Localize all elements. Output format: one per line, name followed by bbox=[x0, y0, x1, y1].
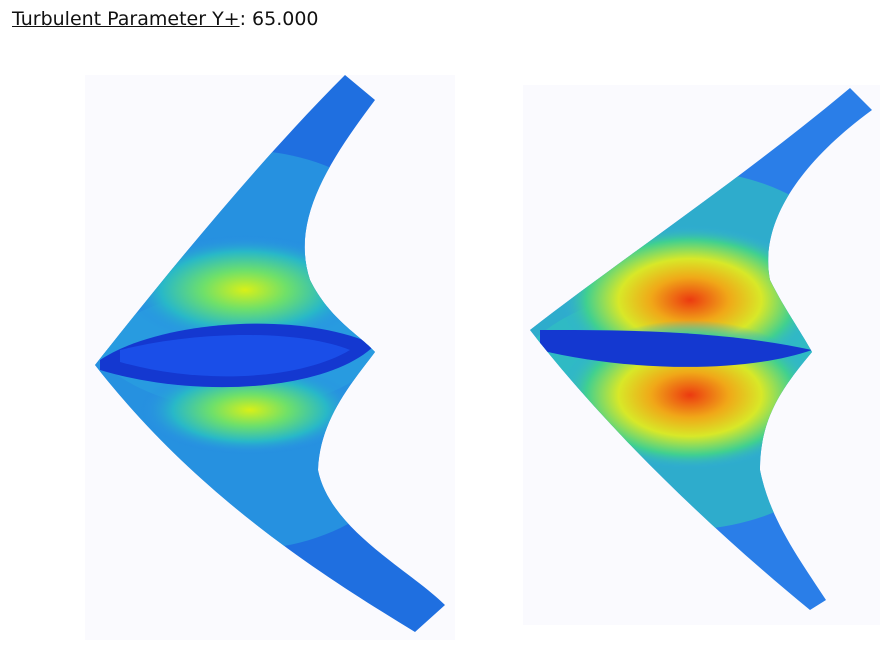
header: Turbulent Parameter Y+: 65.000 bbox=[12, 8, 319, 30]
header-value: : 65.000 bbox=[239, 8, 319, 30]
band bbox=[120, 335, 350, 377]
header-label: Turbulent Parameter Y+ bbox=[12, 8, 240, 30]
band bbox=[540, 330, 812, 367]
contour bbox=[140, 365, 360, 455]
contour bbox=[125, 235, 365, 345]
